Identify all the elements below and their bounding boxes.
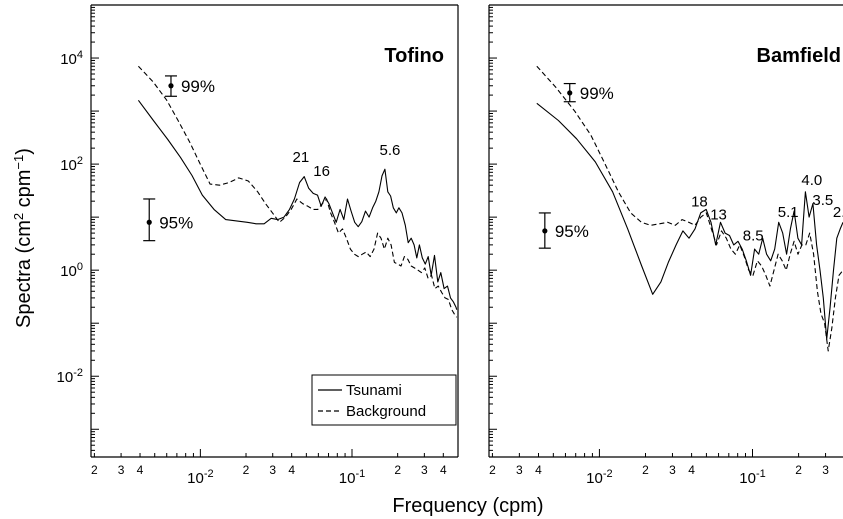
- x-minor-tick-label: 4: [440, 463, 447, 477]
- ci-center-dot: [168, 83, 174, 89]
- x-minor-tick-label: 2: [489, 463, 496, 477]
- y-tick-label: 10-2: [57, 367, 83, 386]
- peak-label: 5.6: [380, 142, 401, 159]
- x-minor-tick-label: 3: [118, 463, 125, 477]
- y-tick-label: 102: [60, 155, 83, 174]
- panel-title: Bamfield: [757, 45, 841, 67]
- x-minor-tick-label: 3: [516, 463, 523, 477]
- svg-text:Spectra (cm2 cpm−1): Spectra (cm2 cpm−1): [11, 148, 36, 328]
- ci-center-dot: [567, 90, 573, 96]
- x-minor-tick-label: 2: [642, 463, 649, 477]
- x-minor-tick-label: 2: [243, 463, 250, 477]
- legend: Tsunami Background: [311, 374, 457, 426]
- ci-label: 99%: [580, 84, 614, 103]
- series-line-tsunami: [536, 102, 843, 340]
- panel-bamfield: 10-210-12342342399%95%18138.55.14.03.52.…: [488, 4, 843, 487]
- x-minor-tick-label: 2: [394, 463, 401, 477]
- x-minor-tick-label: 4: [535, 463, 542, 477]
- panel-title: Tofino: [384, 45, 444, 67]
- peak-label: 5.1: [778, 204, 799, 221]
- series-group: [137, 65, 458, 318]
- x-minor-tick-label: 2: [795, 463, 802, 477]
- x-minor-tick-label: 3: [269, 463, 276, 477]
- y-tick-label: 104: [60, 49, 83, 68]
- legend-box: [311, 374, 457, 426]
- y-title-mid: cpm: [13, 170, 35, 213]
- y-title-sup2: −1: [11, 155, 26, 170]
- x-minor-tick-label: 3: [822, 463, 829, 477]
- peak-label: 8.5: [743, 228, 764, 245]
- peak-label: 13: [710, 207, 727, 224]
- peak-label: 21: [293, 149, 310, 166]
- ci-label: 99%: [181, 77, 215, 96]
- x-tick-label: 10-2: [586, 468, 612, 487]
- peak-label: 16: [313, 163, 330, 180]
- peak-label: 18: [691, 193, 708, 210]
- ci-label: 95%: [555, 222, 589, 241]
- ci-label: 95%: [159, 213, 193, 232]
- peak-label: 4.0: [801, 172, 822, 189]
- x-minor-tick-label: 2: [91, 463, 98, 477]
- legend-label-background: Background: [346, 403, 426, 420]
- series-line-background: [137, 65, 458, 318]
- x-tick-label: 10-1: [339, 468, 365, 487]
- x-minor-tick-label: 4: [288, 463, 295, 477]
- series-line-tsunami: [137, 99, 458, 310]
- y-title-end: ): [13, 148, 35, 155]
- y-axis-title: Spectra (cm2 cpm−1): [11, 148, 36, 328]
- x-tick-label: 10-1: [739, 468, 765, 487]
- x-minor-tick-label: 4: [688, 463, 695, 477]
- series-line-background: [536, 65, 843, 352]
- ci-center-dot: [146, 219, 152, 225]
- x-minor-tick-label: 3: [421, 463, 428, 477]
- series-group: [536, 65, 843, 352]
- x-minor-tick-label: 4: [137, 463, 144, 477]
- y-title-main: Spectra (cm: [13, 220, 35, 328]
- x-axis-title: Frequency (cpm): [392, 495, 543, 517]
- peak-label: 2.4: [833, 204, 843, 221]
- x-tick-label: 10-2: [187, 468, 213, 487]
- x-minor-tick-label: 3: [669, 463, 676, 477]
- legend-label-tsunami: Tsunami: [346, 382, 402, 399]
- y-title-sup1: 2: [11, 213, 26, 220]
- ci-center-dot: [542, 228, 548, 234]
- y-tick-label: 100: [60, 261, 83, 280]
- peak-label: 3.5: [812, 192, 833, 209]
